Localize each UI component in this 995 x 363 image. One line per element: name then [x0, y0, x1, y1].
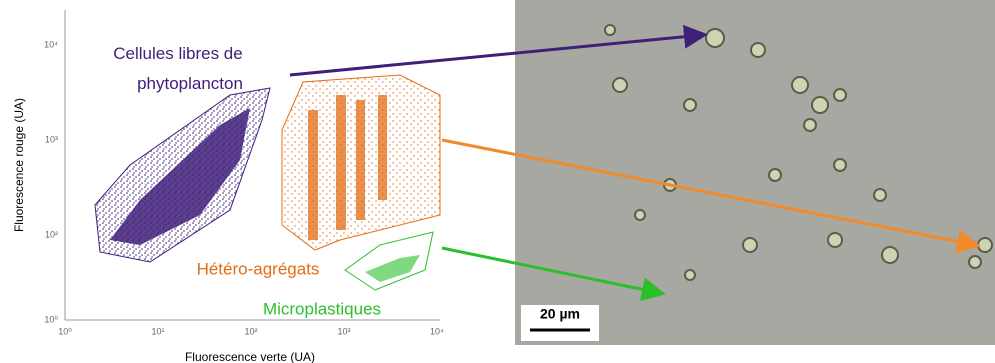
y-tick-label: 10² — [45, 229, 58, 239]
gate-microplastics — [345, 232, 433, 290]
gate-label: Microplastiques — [263, 299, 381, 318]
x-tick-label: 10⁴ — [430, 326, 444, 336]
y-tick-label: 10⁰ — [44, 314, 58, 324]
x-tick-label: 10² — [244, 326, 257, 336]
x-tick-label: 10⁰ — [58, 326, 72, 336]
x-axis-label: Fluorescence verte (UA) — [185, 350, 315, 363]
scale-bar-label: 20 µm — [540, 306, 580, 322]
microscope-image — [515, 0, 995, 345]
x-tick-label: 10³ — [337, 326, 350, 336]
y-axis-label: Fluorescence rouge (UA) — [12, 98, 26, 232]
y-tick-label: 10⁴ — [44, 39, 58, 49]
y-tick-label: 10³ — [45, 134, 58, 144]
x-tick-label: 10¹ — [151, 326, 164, 336]
figure: 20 µm Fluorescence rouge (UA) Fluorescen… — [0, 0, 995, 363]
gate-label: Hétéro-agrégats — [197, 259, 320, 278]
